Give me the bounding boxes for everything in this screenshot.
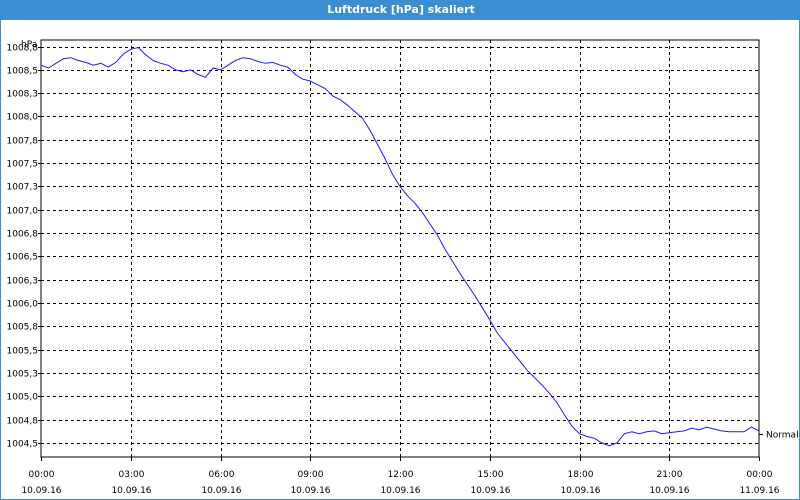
y-tick-label: 1006,8 [7, 230, 39, 240]
annotation-label: Normal [766, 431, 799, 441]
x-tick-date-label: 10.09.16 [649, 486, 689, 496]
x-tick-time-label: 09:00 [298, 470, 324, 480]
y-tick-label: 1005,5 [7, 347, 39, 357]
x-tick-date-label: 10.09.16 [380, 486, 420, 496]
x-tick-time-label: 12:00 [388, 470, 414, 480]
x-tick-time-label: 21:00 [657, 470, 683, 480]
y-tick-label: 1008,8 [7, 44, 39, 54]
annotation: Normal [759, 431, 799, 441]
x-tick-date-label: 10.09.16 [111, 486, 151, 496]
y-axis-unit-label: hPa [21, 40, 37, 50]
y-tick-label: 1005,0 [7, 393, 39, 403]
y-tick-label: 1008,5 [7, 67, 39, 77]
pressure-series-line [40, 46, 760, 447]
y-tick-label: 1004,5 [7, 440, 39, 450]
y-tick-label: 1008,0 [7, 113, 39, 123]
y-tick-label: 1007,3 [7, 183, 39, 193]
x-tick-date-label: 11.09.16 [739, 486, 779, 496]
x-tick-date-label: 10.09.16 [560, 486, 600, 496]
x-tick-time-label: 06:00 [209, 470, 235, 480]
y-tick-label: 1004,8 [7, 417, 39, 427]
x-tick-time-label: 15:00 [478, 470, 504, 480]
x-tick-date-label: 10.09.16 [470, 486, 510, 496]
x-tick-date-label: 10.09.16 [21, 486, 61, 496]
x-axis-ticks: 00:00 10.09.16 03:00 10.09.16 06:00 10.09.16 0… [21, 457, 780, 496]
x-tick-time-label: 03:00 [119, 470, 145, 480]
window-title: Luftdruck [hPa] skaliert [1, 0, 800, 20]
y-tick-label: 1007,5 [7, 160, 39, 170]
y-tick-label: 1007,0 [7, 207, 39, 217]
grid-lines [41, 40, 759, 457]
x-tick-time-label: 00:00 [747, 470, 773, 480]
x-tick-time-label: 00:00 [29, 470, 55, 480]
y-tick-label: 1008,3 [7, 90, 39, 100]
y-tick-label: 1006,5 [7, 253, 39, 263]
y-tick-label: 1005,8 [7, 323, 39, 333]
x-tick-date-label: 10.09.16 [290, 486, 330, 496]
x-tick-date-label: 10.09.16 [201, 486, 241, 496]
y-tick-label: 1005,3 [7, 370, 39, 380]
y-axis-ticks: 1004,5 1004,8 1005,0 1005,3 1005,5 1005,8 1006… [7, 44, 41, 450]
y-tick-label: 1007,8 [7, 137, 39, 147]
x-tick-time-label: 18:00 [568, 470, 594, 480]
y-tick-label: 1006,3 [7, 277, 39, 287]
y-tick-label: 1006,0 [7, 300, 39, 310]
